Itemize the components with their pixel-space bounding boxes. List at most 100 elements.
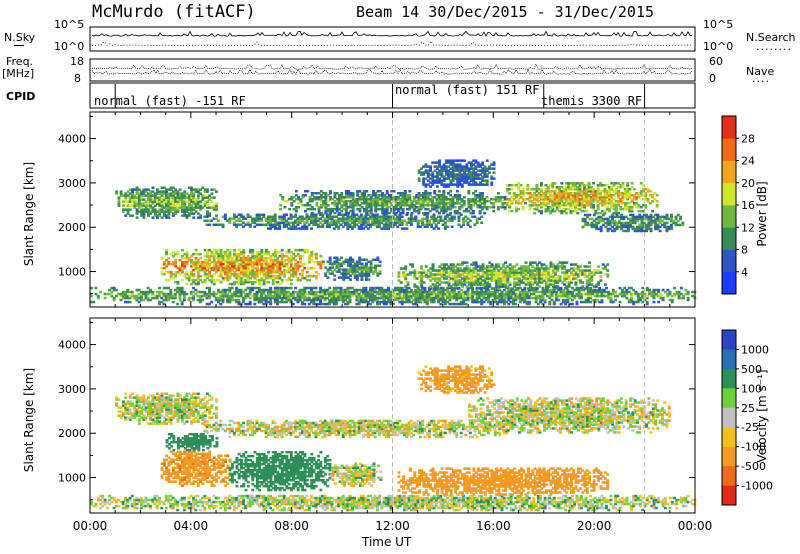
- echo-cell: [587, 196, 591, 199]
- echo-cell: [373, 215, 377, 218]
- echo-cell: [468, 292, 472, 296]
- echo-cell: [333, 268, 337, 271]
- echo-cell: [199, 256, 203, 260]
- echo-cell: [228, 272, 232, 276]
- echo-cell: [371, 296, 375, 300]
- echo-cell: [369, 223, 372, 226]
- echo-cell: [249, 270, 252, 274]
- echo-cell: [433, 196, 437, 199]
- echo-cell: [508, 188, 512, 191]
- echo-cell: [560, 265, 564, 268]
- echo-cell: [437, 198, 441, 201]
- echo-cell: [335, 288, 338, 292]
- echo-cell: [126, 212, 130, 215]
- echo-cell: [471, 296, 474, 300]
- echo-cell: [431, 204, 434, 207]
- echo-cell: [590, 279, 594, 282]
- echo-cell: [442, 263, 446, 266]
- echo-cell: [274, 252, 277, 256]
- echo-cell: [592, 198, 595, 201]
- echo-cell: [364, 290, 368, 294]
- echo-cell: [269, 215, 273, 218]
- echo-cell: [498, 294, 502, 298]
- echo-cell: [262, 280, 266, 284]
- echo-cell: [403, 204, 407, 207]
- echo-cell: [301, 272, 305, 276]
- echo-cell: [126, 294, 130, 298]
- echo-cell: [507, 298, 511, 302]
- echo-cell: [242, 278, 246, 282]
- echo-cell: [312, 223, 316, 226]
- echo-cell: [517, 200, 521, 203]
- echo-cell: [140, 192, 144, 195]
- echo-cell: [329, 190, 332, 193]
- echo-cell: [450, 215, 454, 218]
- echo-cell: [260, 256, 264, 260]
- echo-cell: [437, 204, 441, 207]
- echo-cell: [292, 270, 296, 274]
- echo-cell: [332, 290, 336, 294]
- echo-cell: [294, 194, 298, 197]
- echo-cell: [353, 264, 357, 267]
- echo-cell: [407, 290, 411, 294]
- echo-cell: [110, 286, 114, 290]
- echo-cell: [282, 215, 286, 218]
- echo-cell: [431, 202, 434, 205]
- echo-cell: [424, 211, 428, 215]
- echo-cell: [495, 273, 498, 276]
- echo-cell: [174, 252, 178, 256]
- echo-cell: [459, 294, 463, 298]
- echo-cell: [552, 302, 556, 306]
- echo-cell: [171, 202, 175, 205]
- echo-cell: [139, 292, 143, 296]
- echo-cell: [244, 264, 248, 268]
- echo-cell: [319, 292, 322, 296]
- echo-cell: [366, 219, 370, 222]
- echo-cell: [366, 292, 370, 296]
- echo-cell: [450, 290, 454, 294]
- echo-cell: [348, 296, 352, 300]
- echo-cell: [471, 288, 474, 292]
- echo-cell: [507, 292, 511, 296]
- echo-cell: [593, 298, 597, 302]
- echo-cell: [443, 298, 447, 302]
- echo-cell: [196, 194, 200, 197]
- echo-cell: [371, 219, 375, 222]
- echo-cell: [598, 300, 602, 304]
- echo-cell: [160, 208, 164, 211]
- echo-cell: [203, 260, 207, 264]
- echo-cell: [296, 260, 300, 264]
- echo-cell: [269, 290, 273, 294]
- echo-cell: [287, 292, 291, 296]
- echo-cell: [360, 294, 363, 298]
- echo-cell: [337, 268, 341, 271]
- echo-cell: [142, 194, 146, 197]
- echo-cell: [528, 194, 532, 197]
- echo-cell: [206, 260, 209, 264]
- echo-cell: [389, 219, 393, 222]
- echo-cell: [201, 280, 205, 284]
- echo-cell: [540, 188, 543, 191]
- echo-cell: [333, 194, 337, 197]
- echo-cell: [551, 202, 555, 205]
- echo-cell: [162, 192, 166, 195]
- echo-cell: [283, 270, 286, 274]
- echo-cell: [549, 209, 552, 213]
- echo-cell: [412, 209, 416, 213]
- echo-cell: [350, 219, 354, 222]
- echo-cell: [632, 288, 636, 292]
- echo-cell: [378, 302, 381, 306]
- echo-cell: [301, 290, 304, 294]
- echo-cell: [351, 260, 355, 263]
- echo-cell: [122, 210, 125, 213]
- echo-cell: [294, 266, 298, 270]
- echo-cell: [137, 188, 141, 191]
- echo-cell: [362, 258, 366, 261]
- echo-cell: [471, 298, 474, 302]
- echo-cell: [460, 198, 464, 201]
- echo-cell: [511, 271, 514, 274]
- echo-cell: [547, 275, 551, 278]
- echo-cell: [378, 290, 381, 294]
- echo-cell: [249, 272, 252, 276]
- echo-cell: [242, 248, 246, 252]
